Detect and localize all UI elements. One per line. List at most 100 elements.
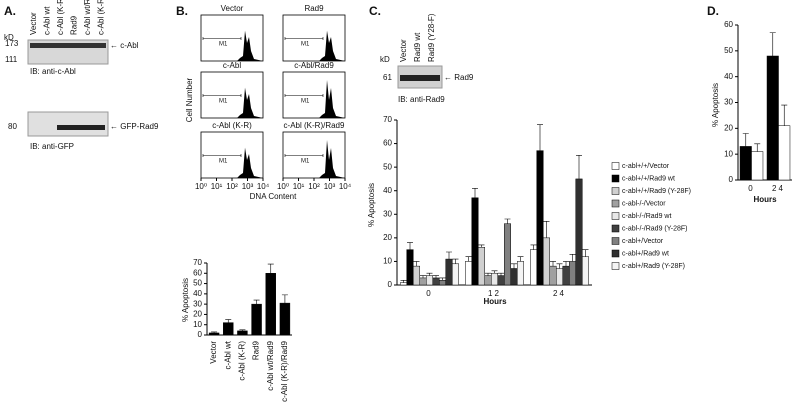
- bar: [569, 261, 576, 286]
- y-tick-label: 20: [383, 233, 392, 242]
- histogram-title: Rad9: [304, 4, 324, 13]
- gate-label: M1: [301, 159, 310, 165]
- y-tick-label: 30: [193, 299, 202, 308]
- histogram-frame: [200, 14, 264, 62]
- y-tick-label: 60: [724, 20, 733, 29]
- error-bar: [550, 261, 556, 267]
- x-tick-label: c-Abl (K-R)/Rad9: [280, 340, 289, 401]
- gate-line: [284, 94, 324, 97]
- panel-label: C.: [369, 4, 381, 18]
- lane-label: Rad9 wt: [413, 32, 422, 62]
- lane-label: Rad9: [70, 15, 79, 35]
- kd-label: kD: [380, 55, 390, 64]
- blot-band: [57, 125, 105, 130]
- x-tick-label: 10¹: [293, 182, 305, 191]
- error-bar: [511, 263, 517, 269]
- mw-marker: 173: [5, 39, 19, 48]
- error-bar: [537, 124, 543, 151]
- legend-label: c-abl+/Vector: [622, 238, 664, 245]
- error-bar: [543, 221, 550, 238]
- bar: [478, 247, 485, 286]
- error-bar: [556, 263, 563, 269]
- error-bar: [211, 331, 218, 333]
- error-bar: [781, 104, 788, 126]
- bar: [452, 263, 459, 286]
- bar: [419, 277, 427, 286]
- axis-title: % Apoptosis: [711, 83, 720, 127]
- histogram-shape: [201, 147, 263, 178]
- error-bar: [452, 258, 459, 264]
- legend-swatch: [611, 237, 620, 245]
- bar: [766, 55, 779, 181]
- bar: [556, 268, 563, 286]
- legend-swatch: [611, 262, 620, 270]
- error-bar: [754, 143, 761, 152]
- x-tick-label: 10³: [324, 182, 336, 191]
- y-tick-label: 0: [198, 330, 203, 339]
- bar: [406, 249, 414, 286]
- x-tick-label: 10²: [226, 182, 238, 191]
- y-tick-label: 0: [388, 280, 393, 289]
- gate-line: [202, 94, 242, 97]
- y-tick-label: 10: [383, 257, 392, 266]
- bar: [751, 151, 764, 181]
- histogram-frame: [282, 71, 346, 119]
- gate-line: [202, 154, 242, 157]
- band-label: ← Rad9: [444, 73, 474, 82]
- error-bar: [504, 218, 511, 224]
- x-tick-label: 10¹: [211, 182, 223, 191]
- x-tick-label: 10²: [308, 182, 320, 191]
- error-bar: [426, 272, 433, 276]
- histogram-shape: [283, 80, 345, 118]
- y-tick-label: 60: [193, 268, 202, 277]
- x-tick-label: c-Abl wt: [223, 340, 232, 369]
- x-tick-label: 10³: [242, 182, 254, 191]
- blot: [27, 111, 109, 137]
- y-tick-label: 20: [193, 310, 202, 319]
- bar: [237, 330, 248, 336]
- histogram-shape: [283, 30, 345, 61]
- gate-label: M1: [301, 42, 310, 48]
- legend-label: c-abl+/+/Rad9 (Y-28F): [622, 188, 691, 195]
- x-tick-label: c-Abl (K-R): [238, 341, 247, 381]
- bar: [530, 249, 537, 286]
- gate-label: M1: [219, 99, 228, 105]
- error-bar: [439, 277, 446, 281]
- histogram-shape: [201, 30, 263, 61]
- band-label: ← GFP-Rad9: [110, 122, 159, 131]
- legend-label: c-abl-/-/Rad9 wt: [622, 213, 671, 220]
- y-tick-label: 10: [193, 320, 202, 329]
- y-tick-label: 30: [724, 98, 733, 107]
- lane-label: c-Abl (K-R): [56, 0, 65, 35]
- error-bar: [407, 242, 413, 250]
- error-bar: [742, 133, 749, 147]
- histogram-title: c-Abl (K-R)/Rad9: [284, 121, 345, 130]
- mw-marker: 61: [383, 73, 392, 82]
- error-bar: [582, 249, 589, 257]
- error-bar: [576, 155, 582, 179]
- histogram-title: c-Abl/Rad9: [294, 61, 334, 70]
- legend-label: c-abl-/-/Vector: [622, 200, 666, 207]
- gate-label: M1: [219, 159, 228, 165]
- bar: [400, 282, 407, 286]
- y-tick-label: 40: [724, 72, 733, 81]
- kd-label: kD: [4, 33, 14, 42]
- lane-label: c-Abl wt: [43, 6, 52, 35]
- x-tick-label: 0: [748, 184, 754, 193]
- axis-title: Hours: [753, 195, 777, 204]
- error-bar: [530, 244, 537, 250]
- bar: [208, 332, 220, 336]
- histogram-shape: [283, 140, 345, 178]
- lane-label: c-Abl (K-R)/Rad9: [97, 0, 106, 35]
- y-tick-label: 40: [193, 289, 202, 298]
- histogram-title: c-Abl (K-R): [212, 121, 252, 130]
- error-bar: [498, 272, 504, 276]
- bar: [445, 258, 453, 286]
- bar: [582, 256, 589, 286]
- lane-label: c-Abl wt/Rad9: [83, 0, 92, 35]
- x-tick-label: 10⁰: [195, 182, 207, 191]
- x-tick-label: 12: [488, 289, 501, 298]
- bar: [279, 302, 291, 336]
- y-tick-label: 50: [724, 46, 733, 55]
- error-bar: [239, 329, 246, 331]
